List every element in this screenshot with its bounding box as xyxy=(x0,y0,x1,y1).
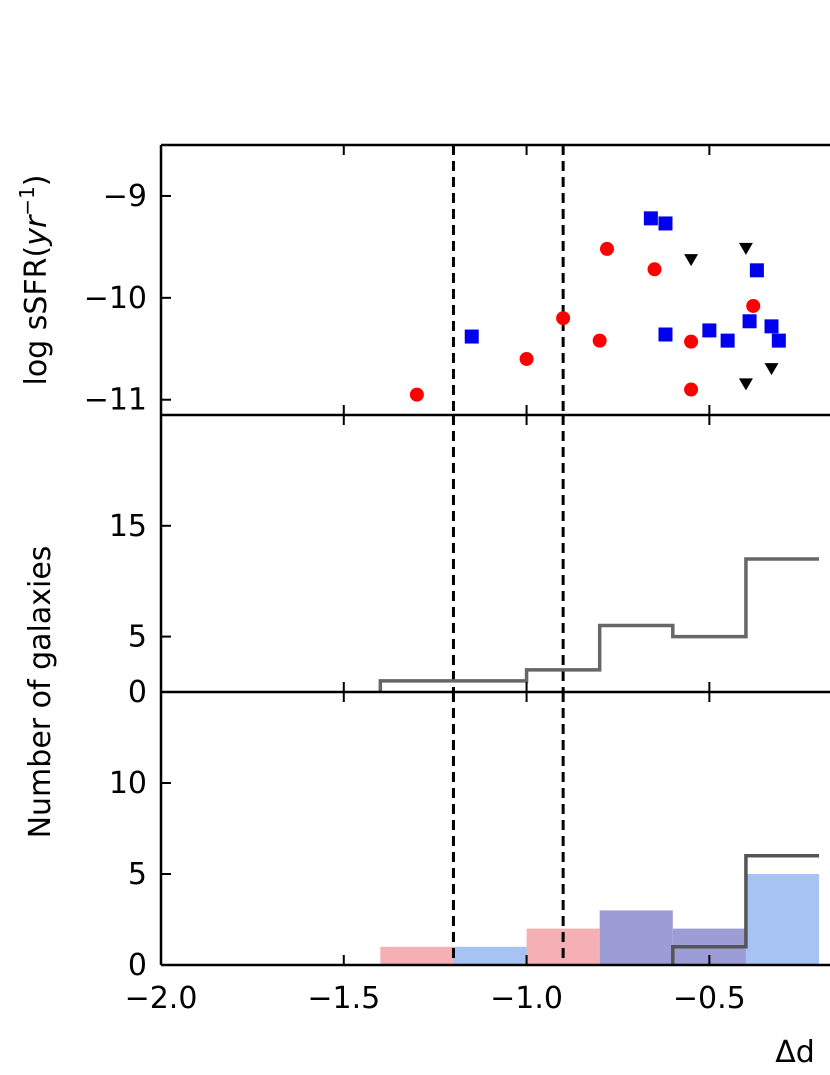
top-circle-point xyxy=(647,262,662,277)
bottom-y-tick-label: 0 xyxy=(128,948,147,983)
top-circle-point xyxy=(556,311,571,326)
top-triangle-point xyxy=(684,254,699,267)
top-circle-point xyxy=(519,351,534,366)
top-y-tick-label: −10 xyxy=(84,281,147,316)
top-square-point xyxy=(771,333,786,348)
middle-y-tick-label: 5 xyxy=(128,620,147,655)
bottom-histogram-bar xyxy=(745,874,820,965)
top-circle-point xyxy=(600,241,614,256)
top-square-point xyxy=(749,263,764,278)
x-axis-label: Δd xyxy=(775,1035,815,1070)
middle-y-tick-label: 0 xyxy=(128,675,147,710)
top-circle-point xyxy=(746,298,761,313)
top-square-point xyxy=(658,216,673,231)
top-square-point xyxy=(464,329,479,344)
histogram-step-layer xyxy=(378,557,820,965)
bottom-histogram-bar xyxy=(599,910,673,965)
bottom-histogram-bar xyxy=(380,946,454,965)
middle-histogram-step xyxy=(378,557,820,692)
x-tick-label: −1.5 xyxy=(307,981,380,1016)
reference-line-layer xyxy=(451,145,565,965)
scatter-point-layer xyxy=(409,211,786,402)
bottom-histogram-bar xyxy=(453,946,527,965)
bottom-y-tick-label: 10 xyxy=(109,766,147,801)
bottom-histogram-step xyxy=(671,854,820,965)
top-circle-point xyxy=(409,387,424,402)
top-square-point xyxy=(720,333,735,348)
x-tick-label: −1.0 xyxy=(490,981,563,1016)
top-square-point xyxy=(742,314,757,329)
top-y-tick-label: −11 xyxy=(84,383,147,418)
top-square-point xyxy=(702,323,717,338)
top-triangle-point xyxy=(764,363,779,376)
top-circle-point xyxy=(684,334,699,349)
bottom-y-tick-label: 5 xyxy=(128,857,147,892)
x-tick-label: −0.5 xyxy=(673,981,746,1016)
x-tick-label: −2.0 xyxy=(125,981,198,1016)
top-square-point xyxy=(643,211,658,226)
top-triangle-point xyxy=(738,242,753,255)
top-square-point xyxy=(764,319,779,334)
label-layer: −9 −10 −11 0 5 15 0 5 10 −2.0 −1.5 −1.0 −0.5 Δd log sS… xyxy=(15,174,815,1070)
histogram-y-axis-label: Number of galaxies xyxy=(23,546,58,839)
histogram-fill-layer xyxy=(380,874,820,965)
middle-y-tick-label: 15 xyxy=(109,509,147,544)
top-circle-point xyxy=(592,333,607,348)
top-circle-point xyxy=(684,382,699,397)
top-y-axis-label: log sSFR(yr−1) xyxy=(15,174,54,385)
top-triangle-point xyxy=(738,378,753,391)
top-square-point xyxy=(658,327,673,342)
top-y-tick-label: −9 xyxy=(103,179,147,214)
axes-layer xyxy=(159,143,830,967)
